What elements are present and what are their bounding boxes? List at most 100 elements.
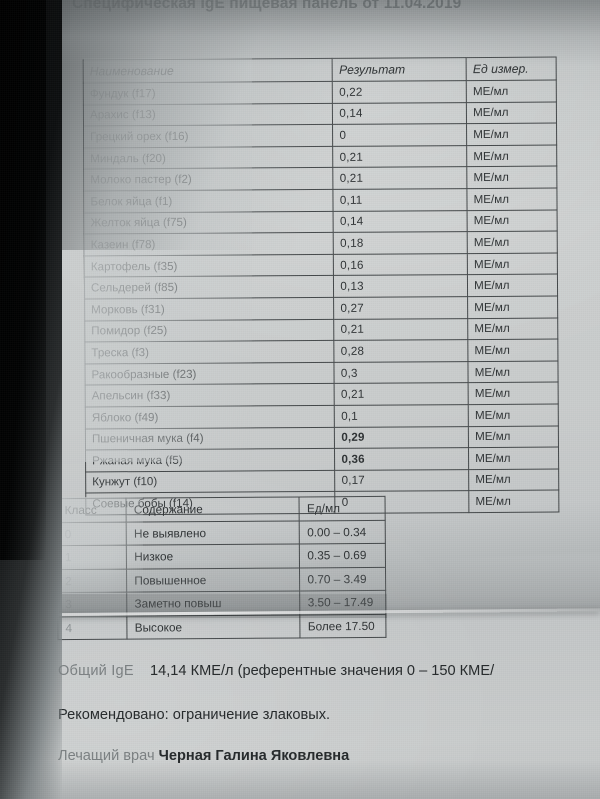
cell-name: Сельдерей (f85) (84, 275, 334, 299)
total-ige-label: Общий IgE (58, 663, 134, 679)
header-result: Результат (332, 57, 467, 82)
cell-class: 2 (57, 568, 127, 593)
cell-result: 0,13 (333, 274, 468, 298)
table-row: Желток яйца (f75) 0,14 МЕ/мл (84, 209, 558, 235)
cell-result: 0,27 (333, 296, 468, 319)
doctor-label: Лечащий врач (58, 748, 155, 764)
total-ige-value: 14,14 КМЕ/л (референтные значения 0 – 15… (150, 663, 495, 679)
cell-content: Не выявлено (126, 520, 300, 546)
cell-content: Повышенное (126, 567, 301, 593)
cell-content: Низкое (126, 543, 300, 569)
table-row: Ракообразные (f23) 0,3 МЕ/мл (84, 360, 559, 386)
page-title-text: Специфическая IgE пищевая панель от 11.0… (72, 0, 462, 12)
cell-name: Казеин (f78) (84, 232, 334, 256)
total-ige-line: Общий IgE 14,14 КМЕ/л (референтные значе… (58, 663, 494, 679)
table-row: Пшеничная мука (f4) 0,29 МЕ/мл (85, 425, 559, 451)
cell-name: Морковь (f31) (84, 297, 335, 321)
cell-unit: МЕ/мл (468, 468, 559, 491)
cell-unit: МЕ/мл (468, 447, 559, 470)
cell-class: 1 (57, 545, 127, 570)
table-row: Миндаль (f20) 0,21 МЕ/мл (83, 144, 557, 170)
cell-name: Грецкий орех (f16) (83, 124, 334, 148)
cell-range: 3.50 – 17.49 (300, 590, 386, 615)
cell-result: 0,14 (332, 102, 467, 125)
cell-unit: МЕ/мл (466, 101, 557, 124)
results-table-header-row: Наименование Результат Ед измер. (83, 57, 557, 83)
cell-result: 0,17 (335, 469, 469, 492)
table-row: 1 Низкое 0.35 – 0.69 (57, 543, 386, 570)
cell-result: 0,11 (333, 188, 468, 211)
table-row: 4 Высокое Более 17.50 (57, 613, 386, 640)
cell-result: 0,21 (334, 318, 468, 341)
cell-result: 0,14 (333, 210, 468, 233)
table-row: Кунжут (f10) 0,17 МЕ/мл (85, 468, 559, 494)
doctor-name: Черная Галина Яковлевна (158, 748, 350, 764)
cell-content: Высокое (127, 614, 301, 640)
cell-result: 0 (332, 123, 467, 147)
cell-name: Молоко пастер (f2) (83, 167, 334, 191)
cell-name: Арахис (f13) (83, 103, 333, 127)
cell-unit: МЕ/мл (466, 123, 557, 146)
table-row: Фундук (f17) 0,22 МЕ/мл (83, 80, 557, 105)
cell-unit: МЕ/мл (467, 339, 558, 362)
table-row: 2 Повышенное 0.70 – 3.49 (57, 566, 386, 593)
table-row: Картофель (f35) 0,16 МЕ/мл (84, 252, 558, 278)
header-content: Содержание (126, 496, 300, 522)
cell-unit: МЕ/мл (467, 231, 558, 254)
recommendation-line: Рекомендовано: ограничение злаковых. (58, 707, 330, 723)
table-row: Грецкий орех (f16) 0 МЕ/мл (83, 123, 557, 148)
cell-name: Пшеничная мука (f4) (85, 426, 335, 451)
table-row: Казеин (f78) 0,18 МЕ/мл (84, 231, 558, 256)
cell-result: 0,29 (334, 426, 469, 449)
cell-unit: МЕ/мл (467, 209, 558, 232)
cell-name: Ракообразные (f23) (84, 362, 335, 386)
cell-unit: МЕ/мл (468, 360, 559, 383)
cell-unit: МЕ/мл (468, 425, 559, 448)
cell-unit: МЕ/мл (468, 490, 559, 513)
cell-name: Фундук (f17) (83, 81, 333, 105)
table-row: Арахис (f13) 0,14 МЕ/мл (83, 101, 557, 127)
cell-name: Желток яйца (f75) (84, 210, 334, 235)
cell-name: Яблоко (f49) (85, 405, 335, 429)
recommendation-text: Рекомендовано: ограничение злаковых. (58, 707, 331, 723)
table-row: Сельдерей (f85) 0,13 МЕ/мл (84, 274, 558, 299)
cell-result: 0,1 (334, 404, 469, 427)
cell-class: 0 (57, 521, 127, 546)
cell-name: Ржаная мука (f5) (85, 448, 336, 472)
results-table: Наименование Результат Ед измер. Фундук … (83, 57, 560, 516)
cell-unit: МЕ/мл (468, 382, 559, 405)
left-dark-edge-inner (0, 0, 46, 560)
header-class: Класс (57, 498, 127, 523)
cell-range: Более 17.50 (300, 613, 386, 638)
cell-unit: МЕ/мл (467, 295, 558, 319)
table-row: Белок яйца (f1) 0,11 МЕ/мл (83, 188, 558, 213)
cell-name: Апельсин (f33) (85, 383, 335, 407)
cell-result: 0,21 (333, 166, 468, 190)
cell-result: 0,36 (334, 447, 469, 471)
cell-result: 0,22 (332, 80, 467, 104)
cell-name: Треска (f3) (84, 340, 335, 364)
cell-name: Кунжут (f10) (85, 470, 336, 494)
header-name: Наименование (83, 58, 333, 83)
table-row: Ржаная мука (f5) 0,36 МЕ/мл (85, 447, 559, 472)
table-row: Апельсин (f33) 0,21 МЕ/мл (85, 382, 559, 407)
cell-unit: МЕ/мл (467, 274, 558, 297)
table-row: 0 Не выявлено 0.00 – 0.34 (57, 519, 386, 546)
legend-table: Класс Содержание Ед/мл 0 Не выявлено 0.00 … (57, 496, 387, 640)
header-range: Ед/мл (299, 496, 386, 521)
cell-unit: МЕ/мл (466, 144, 557, 167)
table-row: Яблоко (f49) 0,1 МЕ/мл (85, 403, 559, 429)
cell-result: 0,28 (334, 339, 469, 363)
cell-unit: МЕ/мл (467, 317, 558, 340)
cell-name: Миндаль (f20) (83, 146, 334, 170)
cell-content: Заметно повыш (126, 590, 301, 616)
cell-result: 0,3 (334, 361, 469, 384)
cell-unit: МЕ/мл (466, 80, 557, 103)
cell-name: Картофель (f35) (84, 254, 334, 278)
cell-result: 0,18 (333, 231, 468, 255)
table-row: Помидор (f25) 0,21 МЕ/мл (84, 317, 558, 343)
table-row: Молоко пастер (f2) 0,21 МЕ/мл (83, 166, 557, 191)
cell-result: 0,16 (333, 253, 468, 276)
cell-range: 0.70 – 3.49 (299, 566, 386, 591)
